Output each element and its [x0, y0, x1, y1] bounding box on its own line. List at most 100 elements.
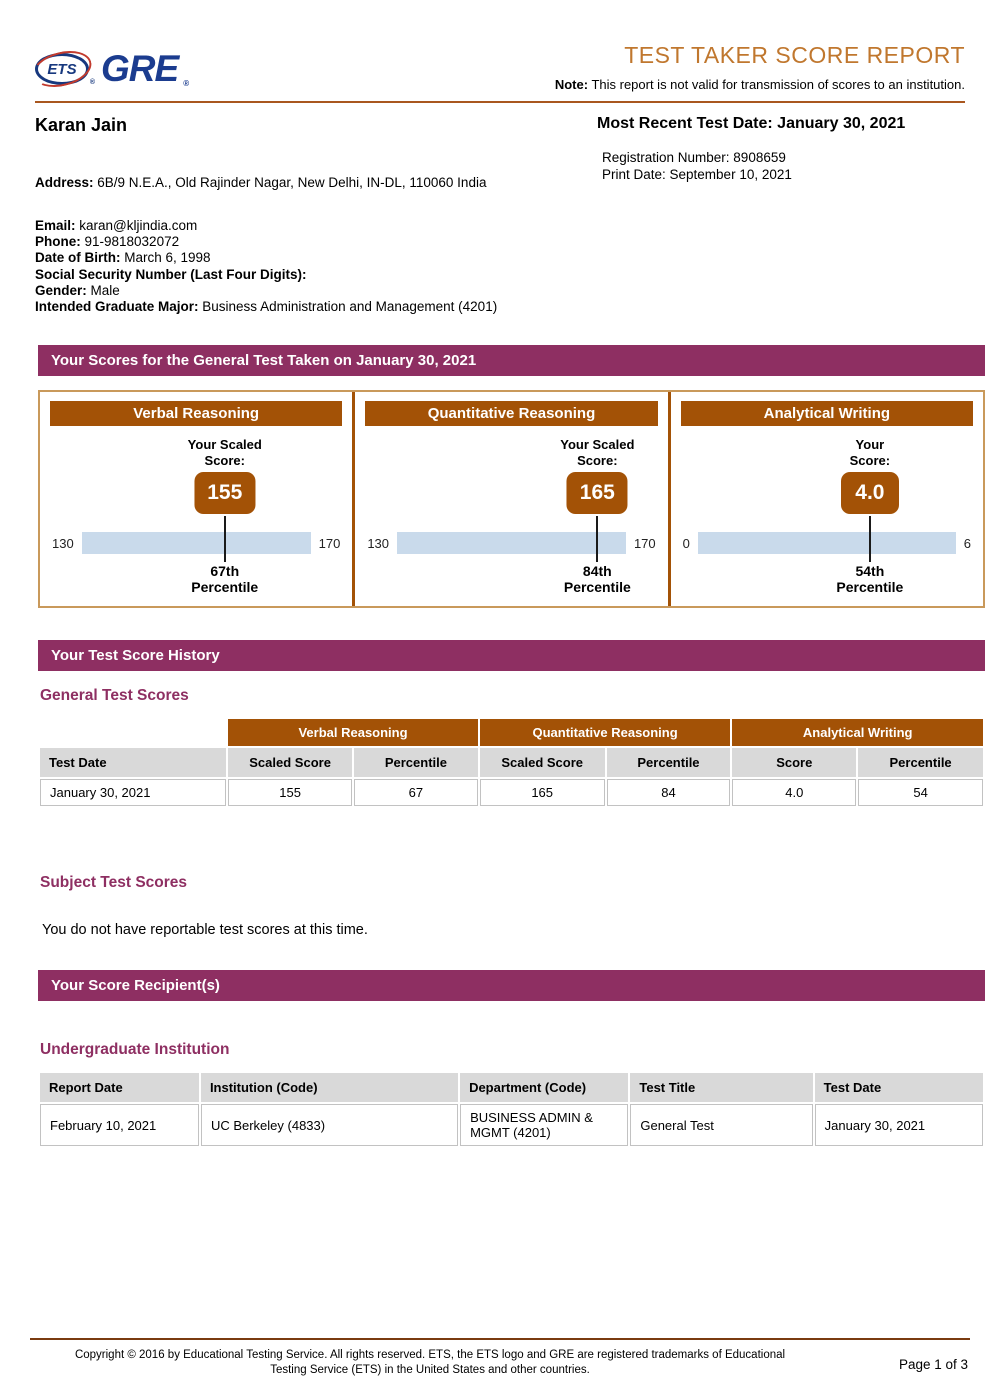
col-header-verbal-score: Scaled Score — [228, 748, 352, 778]
footer-divider — [30, 1337, 970, 1340]
aw-percentile: 54th Percentile — [836, 563, 903, 595]
aw-score-badge: 4.0 — [840, 472, 899, 515]
dob-label: Date of Birth: — [35, 250, 121, 266]
report-note-label: Note: — [554, 77, 589, 92]
cell-test-date: January 30, 2021 — [40, 779, 227, 807]
cell-verbal-pct: 67 — [354, 779, 478, 807]
phone-value: 91-9818032072 — [80, 234, 180, 250]
verbal-scale-max: 170 — [318, 535, 341, 551]
col-header-verbal-pct: Percentile — [354, 748, 478, 778]
rcpt-cell-test-title: General Test — [630, 1104, 813, 1147]
rcpt-header-test-title: Test Title — [630, 1073, 813, 1103]
col-header-quant-score: Scaled Score — [479, 748, 605, 778]
aw-scale-min: 0 — [682, 535, 690, 551]
address-label: Address: — [35, 175, 94, 190]
history-group-header-row: Verbal Reasoning Quantitative Reasoning … — [40, 719, 983, 747]
aw-scale-bar: Your Score: 4.0 54th Percentile — [697, 437, 956, 595]
major-label: Intended Graduate Major: — [35, 299, 199, 315]
quant-scale-min: 130 — [367, 535, 390, 551]
group-header-verbal: Verbal Reasoning — [228, 719, 478, 747]
aw-percentile-value: 54th — [855, 563, 885, 580]
verbal-scale-min: 130 — [52, 535, 74, 551]
registration-number: Registration Number: 8908659 — [602, 150, 786, 165]
general-test-scores-heading: General Test Scores — [40, 687, 189, 705]
recipients-banner: Your Score Recipient(s) — [38, 970, 985, 1002]
verbal-percentile: 67th Percentile — [191, 563, 258, 595]
recipients-data-row: February 10, 2021 UC Berkeley (4833) BUS… — [40, 1104, 983, 1147]
group-header-spacer — [40, 719, 226, 746]
quant-score-label-line1: Your Scaled — [560, 437, 635, 453]
address-value: 6B/9 N.E.A., Old Rajinder Nagar, New Del… — [93, 175, 487, 190]
page-number: Page 1 of 3 — [898, 1356, 968, 1372]
dob-line: Date of Birth: March 6, 1998 — [35, 250, 965, 266]
rcpt-header-report-date: Report Date — [40, 1073, 199, 1103]
report-footer: Copyright © 2016 by Educational Testing … — [0, 1337, 1000, 1391]
rcpt-cell-report-date: February 10, 2021 — [40, 1104, 199, 1147]
quant-score-label-line2: Score: — [577, 452, 618, 468]
cell-quant-pct: 84 — [606, 779, 731, 807]
scores-banner: Your Scores for the General Test Taken o… — [38, 345, 985, 377]
rcpt-header-test-date: Test Date — [814, 1073, 983, 1103]
verbal-score-label: Your Scaled Score: — [170, 437, 280, 468]
cell-quant-score: 165 — [479, 779, 605, 807]
verbal-score-label-line1: Your Scaled — [187, 437, 262, 453]
recipients-header-row: Report Date Institution (Code) Departmen… — [40, 1073, 983, 1103]
aw-score-label-line2: Score: — [849, 452, 891, 468]
cell-aw-score: 4.0 — [732, 779, 857, 807]
report-note-text: This report is not valid for transmissio… — [588, 77, 965, 92]
report-note: Note: This report is not valid for trans… — [555, 77, 965, 92]
verbal-percentile-word: Percentile — [191, 579, 259, 596]
copyright-text: Copyright © 2016 by Educational Testing … — [30, 1348, 830, 1379]
quant-percentile-word: Percentile — [563, 579, 631, 596]
aw-score-pointer — [868, 516, 871, 563]
major-line: Intended Graduate Major: Business Admini… — [35, 299, 965, 315]
gender-line: Gender: Male — [35, 283, 965, 299]
quant-score-label: Your Scaled Score: — [542, 437, 652, 468]
aw-score-label-line1: Your — [855, 437, 885, 453]
history-data-row: January 30, 2021 155 67 165 84 4.0 54 — [40, 779, 983, 807]
header-divider — [35, 101, 965, 103]
cell-verbal-score: 155 — [228, 779, 352, 807]
verbal-panel-header: Verbal Reasoning — [50, 401, 343, 427]
quant-panel-header: Quantitative Reasoning — [365, 401, 658, 427]
report-title: TEST TAKER SCORE REPORT — [624, 42, 965, 68]
col-header-quant-pct: Percentile — [606, 748, 731, 778]
gre-wordmark: GRE ® — [101, 48, 189, 90]
gre-registered-mark: ® — [183, 79, 189, 88]
report-body: Your Scores for the General Test Taken o… — [0, 345, 1000, 1148]
undergraduate-institution-heading: Undergraduate Institution — [40, 1041, 230, 1059]
group-header-quant: Quantitative Reasoning — [479, 719, 731, 747]
ets-logo-text: ETS — [47, 60, 77, 78]
cell-aw-pct: 54 — [858, 779, 983, 807]
col-header-test-date: Test Date — [40, 748, 227, 778]
rcpt-header-department: Department (Code) — [460, 1073, 629, 1103]
col-header-aw-score: Score — [732, 748, 857, 778]
recipients-table: Report Date Institution (Code) Departmen… — [38, 1071, 985, 1148]
quant-percentile-value: 84th — [582, 563, 612, 580]
history-banner: Your Test Score History — [38, 640, 985, 672]
ssn-line: Social Security Number (Last Four Digits… — [35, 267, 965, 283]
aw-percentile-word: Percentile — [836, 579, 904, 596]
quant-scale-max: 170 — [633, 535, 656, 551]
quant-scale-bar: Your Scaled Score: 165 84th Percentile — [397, 437, 634, 595]
candidate-name: Karan Jain — [35, 115, 128, 135]
group-header-aw: Analytical Writing — [732, 719, 983, 747]
ets-registered-mark: ® — [89, 79, 95, 86]
verbal-scale-bar: Your Scaled Score: 155 67th Percentile — [81, 437, 311, 595]
verbal-score-label-line2: Score: — [204, 452, 245, 468]
rcpt-cell-test-date: January 30, 2021 — [814, 1104, 983, 1147]
email-label: Email: — [35, 218, 76, 233]
aw-score-label: Your Score: — [815, 437, 925, 468]
analytical-writing-panel: Analytical Writing 0 Your Score: 4.0 54th… — [667, 392, 983, 607]
most-recent-test-date: Most Recent Test Date: January 30, 2021 — [597, 115, 906, 132]
address-line: Address: 6B/9 N.E.A., Old Rajinder Nagar… — [35, 175, 965, 190]
email-line: Email: karan@kljindia.com — [35, 218, 965, 234]
ssn-label: Social Security Number (Last Four Digits… — [35, 266, 307, 282]
history-table: Verbal Reasoning Quantitative Reasoning … — [38, 717, 985, 808]
verbal-reasoning-panel: Verbal Reasoning 130 Your Scaled Score: 1… — [40, 392, 352, 606]
print-date: Print Date: September 10, 2021 — [602, 167, 792, 182]
quant-percentile: 84th Percentile — [564, 563, 631, 595]
phone-line: Phone: 91-9818032072 — [35, 234, 965, 250]
subject-test-scores-heading: Subject Test Scores — [40, 874, 188, 892]
